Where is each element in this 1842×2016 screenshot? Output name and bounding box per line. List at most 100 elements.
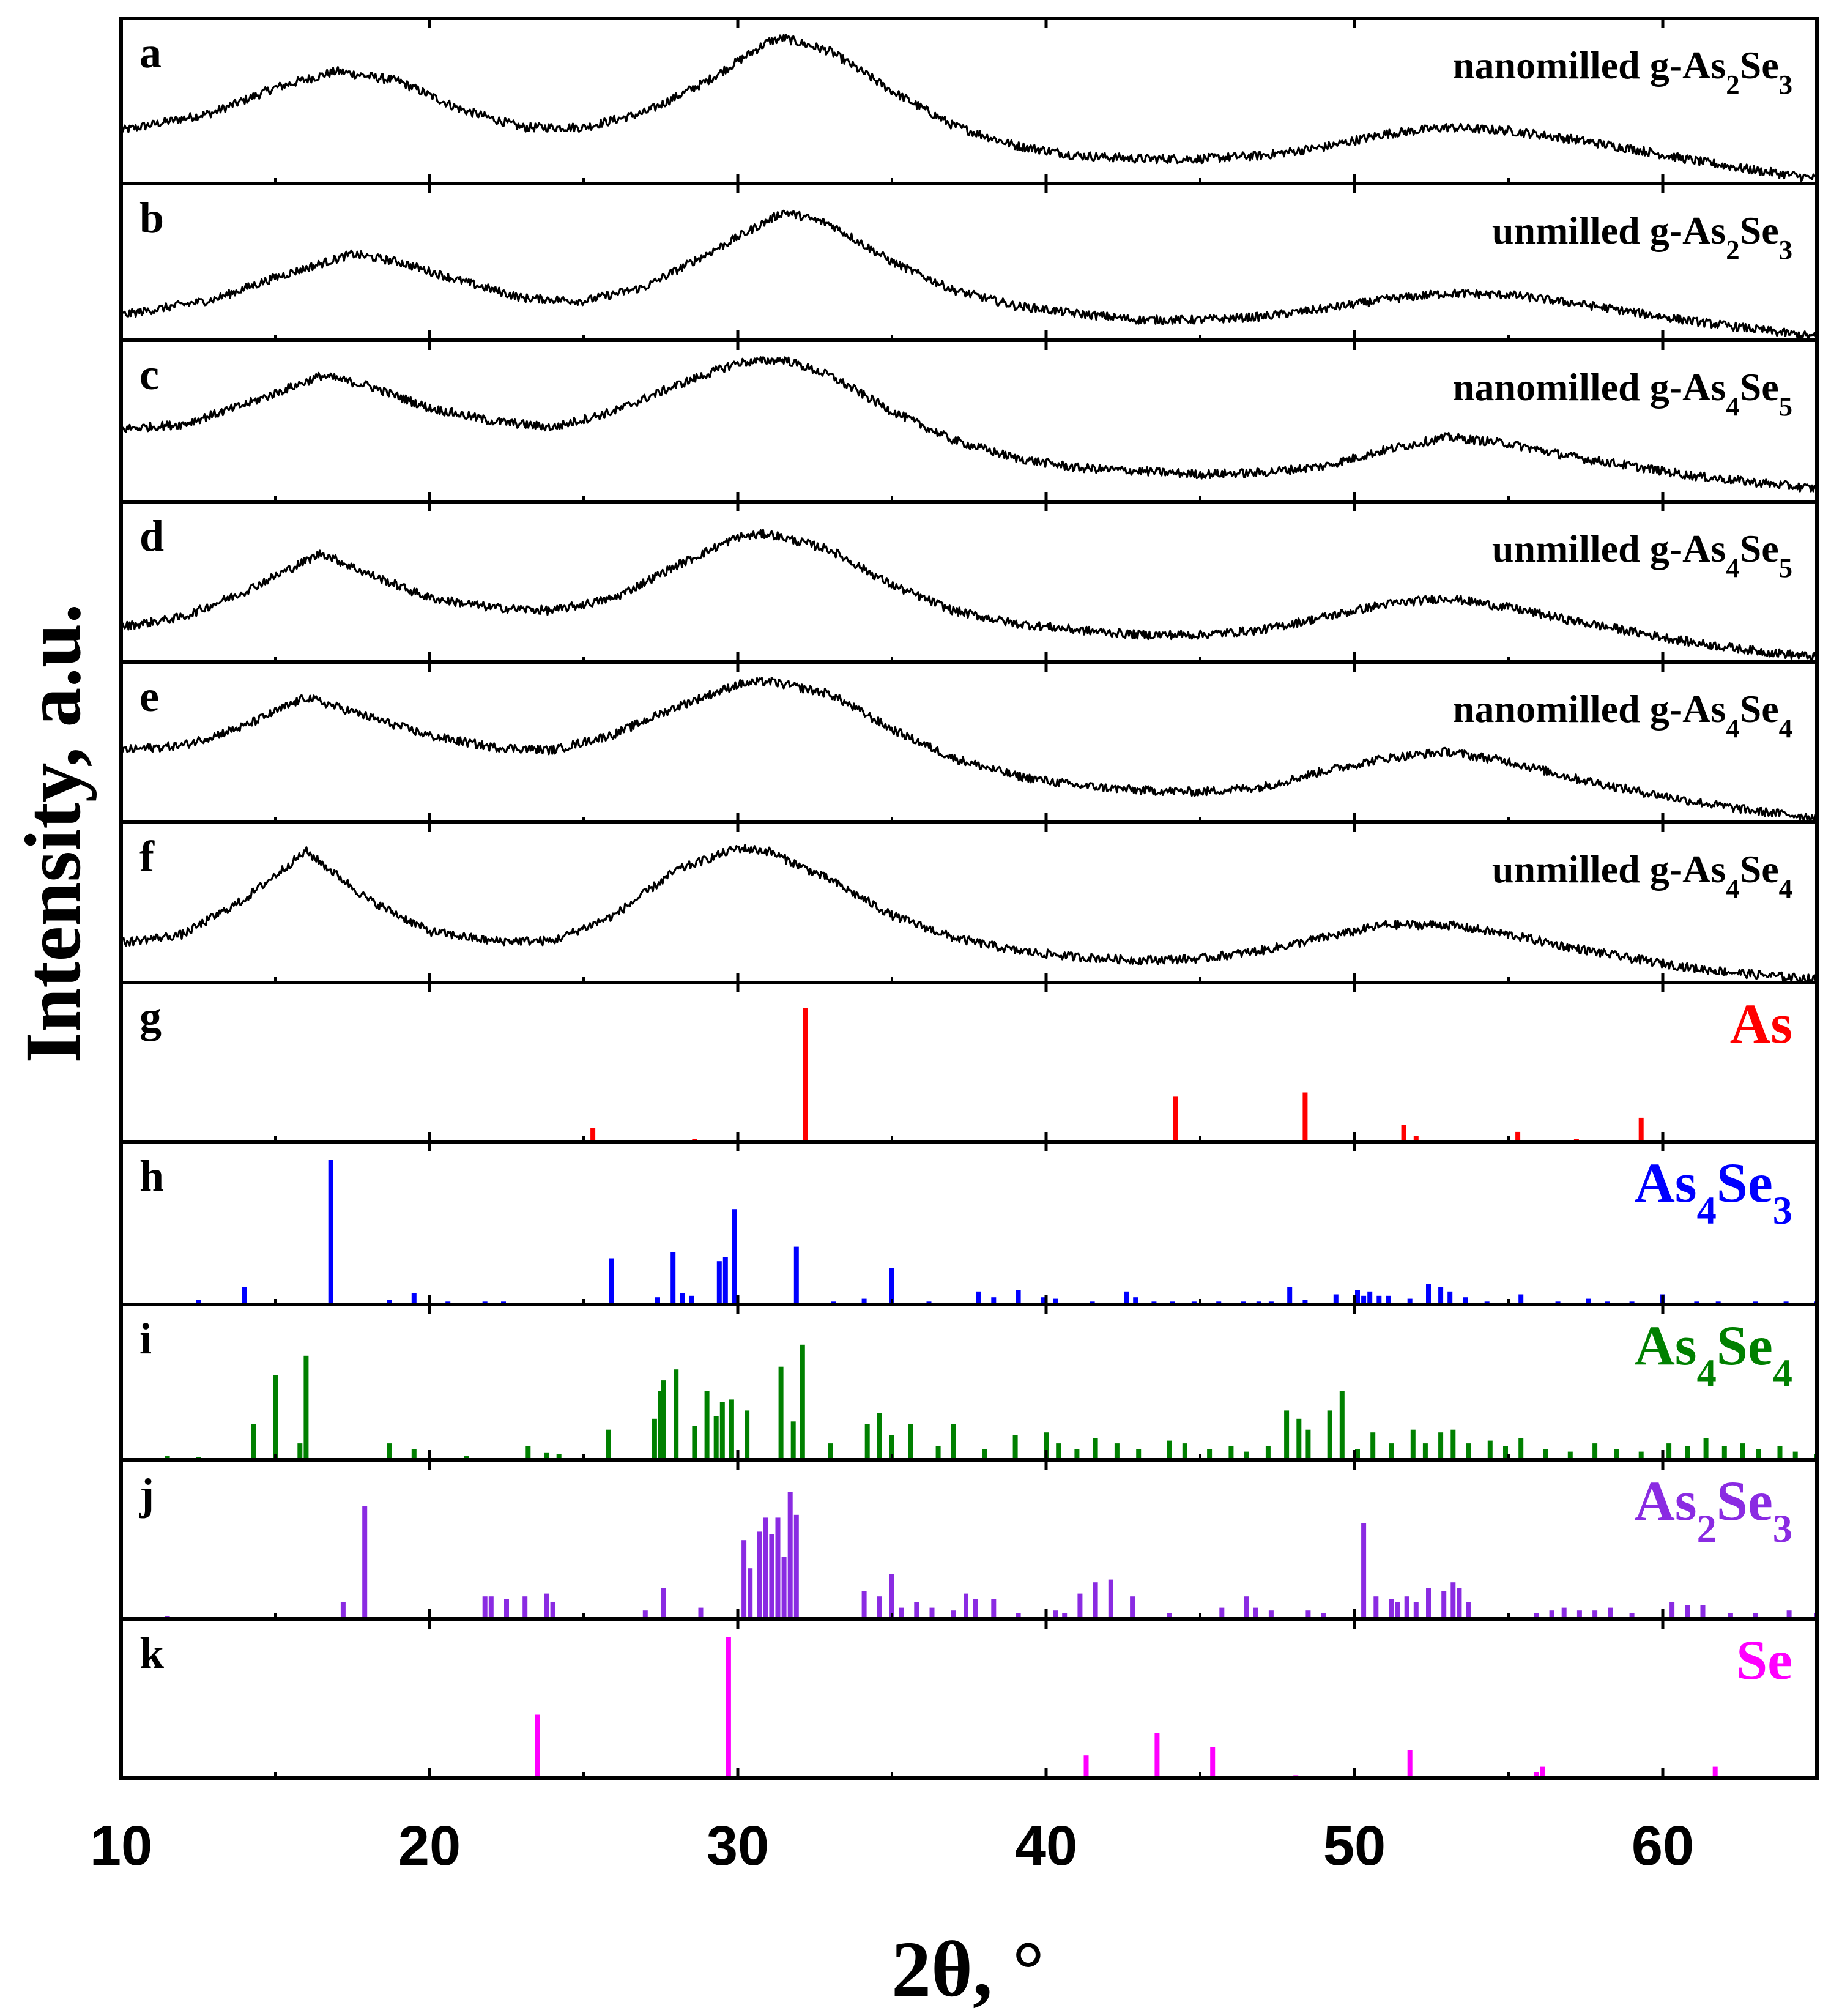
stick-j — [1753, 1613, 1758, 1619]
panels: a nanomilled g-As2Se3 b unmilled g-As2Se3 c n… — [119, 18, 1819, 1778]
stick-i — [1056, 1443, 1061, 1460]
stick-i — [273, 1375, 278, 1460]
stick-j — [698, 1607, 704, 1619]
stick-i — [1044, 1432, 1049, 1460]
stick-h — [1376, 1295, 1382, 1304]
stick-j — [1321, 1613, 1326, 1619]
stick-h — [411, 1293, 417, 1304]
stick-h — [655, 1297, 660, 1304]
stick-h — [1355, 1290, 1360, 1304]
stick-i — [729, 1399, 734, 1460]
stick-i — [1012, 1435, 1018, 1460]
stick-i — [1777, 1446, 1783, 1460]
pattern-line-b — [120, 209, 1818, 340]
stick-j — [1093, 1582, 1098, 1619]
stick-i — [251, 1424, 256, 1460]
stick-j — [769, 1534, 774, 1619]
plot-frame — [119, 17, 1819, 1780]
stick-i — [1792, 1451, 1798, 1460]
stick-h — [1133, 1297, 1138, 1304]
stick-i — [1567, 1451, 1573, 1460]
panel-letter-b: b — [139, 193, 164, 242]
stick-h — [1463, 1297, 1468, 1304]
x-tick-label: 60 — [1632, 1815, 1694, 1877]
stick-j — [1167, 1613, 1172, 1619]
stick-i — [387, 1443, 392, 1460]
stick-i — [297, 1443, 303, 1460]
panel-b: b unmilled g-As2Se3 — [119, 184, 1818, 340]
stick-i — [908, 1424, 913, 1460]
stick-i — [1422, 1443, 1428, 1460]
stick-h — [196, 1300, 201, 1304]
stick-k — [1407, 1750, 1413, 1778]
stick-h — [1367, 1291, 1373, 1304]
stick-i — [1305, 1429, 1311, 1460]
stick-h — [242, 1287, 247, 1304]
stick-h — [670, 1252, 676, 1304]
stick-i — [1518, 1438, 1524, 1460]
stick-i — [1389, 1443, 1394, 1460]
stick-j — [964, 1593, 968, 1619]
stick-g — [1413, 1136, 1419, 1142]
stick-i — [1703, 1438, 1709, 1460]
stick-j — [482, 1596, 488, 1619]
stick-j — [340, 1602, 346, 1619]
stick-i — [1666, 1443, 1672, 1460]
panel-letter-d: d — [139, 511, 164, 560]
stick-j — [1534, 1613, 1539, 1619]
stick-h — [1361, 1295, 1367, 1304]
panel-label-j: As2Se3 — [1634, 1470, 1792, 1550]
stick-j — [1426, 1588, 1431, 1619]
panel-g: g As — [119, 983, 1792, 1142]
pattern-line-d — [120, 529, 1818, 661]
stick-j — [1404, 1596, 1409, 1619]
stick-i — [1136, 1449, 1142, 1460]
stick-i — [790, 1421, 796, 1460]
panel-e: e nanomilled g-As4Se4 — [119, 662, 1818, 823]
stick-j — [1077, 1593, 1083, 1619]
stick-i — [982, 1449, 987, 1460]
panel-letter-j: j — [139, 1470, 154, 1519]
stick-j — [1549, 1610, 1554, 1619]
stick-h — [387, 1300, 392, 1304]
stick-j — [1108, 1579, 1113, 1619]
stick-j — [1305, 1610, 1311, 1619]
stick-i — [1265, 1446, 1271, 1460]
stick-i — [165, 1456, 170, 1460]
stick-i — [704, 1391, 710, 1460]
x-tick-label: 30 — [707, 1815, 769, 1877]
stick-j — [362, 1506, 368, 1619]
pattern-line-a — [120, 34, 1818, 182]
stick-i — [1339, 1391, 1345, 1460]
stick-j — [642, 1610, 648, 1619]
panel-j: j As2Se3 — [119, 1460, 1819, 1619]
panel-letter-k: k — [139, 1629, 164, 1678]
stick-i — [692, 1426, 697, 1460]
stick-i — [778, 1366, 784, 1460]
stick-j — [793, 1514, 799, 1619]
stick-h — [680, 1293, 685, 1304]
stick-j — [763, 1517, 768, 1619]
stick-j — [1219, 1607, 1225, 1619]
panel-d: d unmilled g-As4Se5 — [119, 502, 1818, 662]
stick-h — [1438, 1287, 1444, 1304]
panel-letter-g: g — [139, 992, 162, 1041]
stick-i — [1740, 1443, 1745, 1460]
panel-letter-f: f — [139, 832, 155, 881]
stick-h — [1016, 1290, 1021, 1304]
stick-h — [1302, 1300, 1308, 1304]
stick-j — [661, 1588, 666, 1619]
stick-i — [1487, 1440, 1493, 1460]
panel-k: k Se — [119, 1619, 1792, 1778]
panel-label-h: As4Se3 — [1634, 1151, 1792, 1232]
stick-j — [741, 1540, 747, 1619]
stick-j — [929, 1607, 935, 1619]
stick-i — [1370, 1432, 1376, 1460]
stick-h — [1586, 1298, 1591, 1304]
stick-i — [303, 1355, 309, 1460]
panel-a: a nanomilled g-As2Se3 — [119, 18, 1818, 184]
stick-j — [544, 1593, 549, 1619]
x-tick-label: 20 — [398, 1815, 461, 1877]
stick-j — [1457, 1588, 1462, 1619]
stick-h — [1053, 1298, 1058, 1304]
